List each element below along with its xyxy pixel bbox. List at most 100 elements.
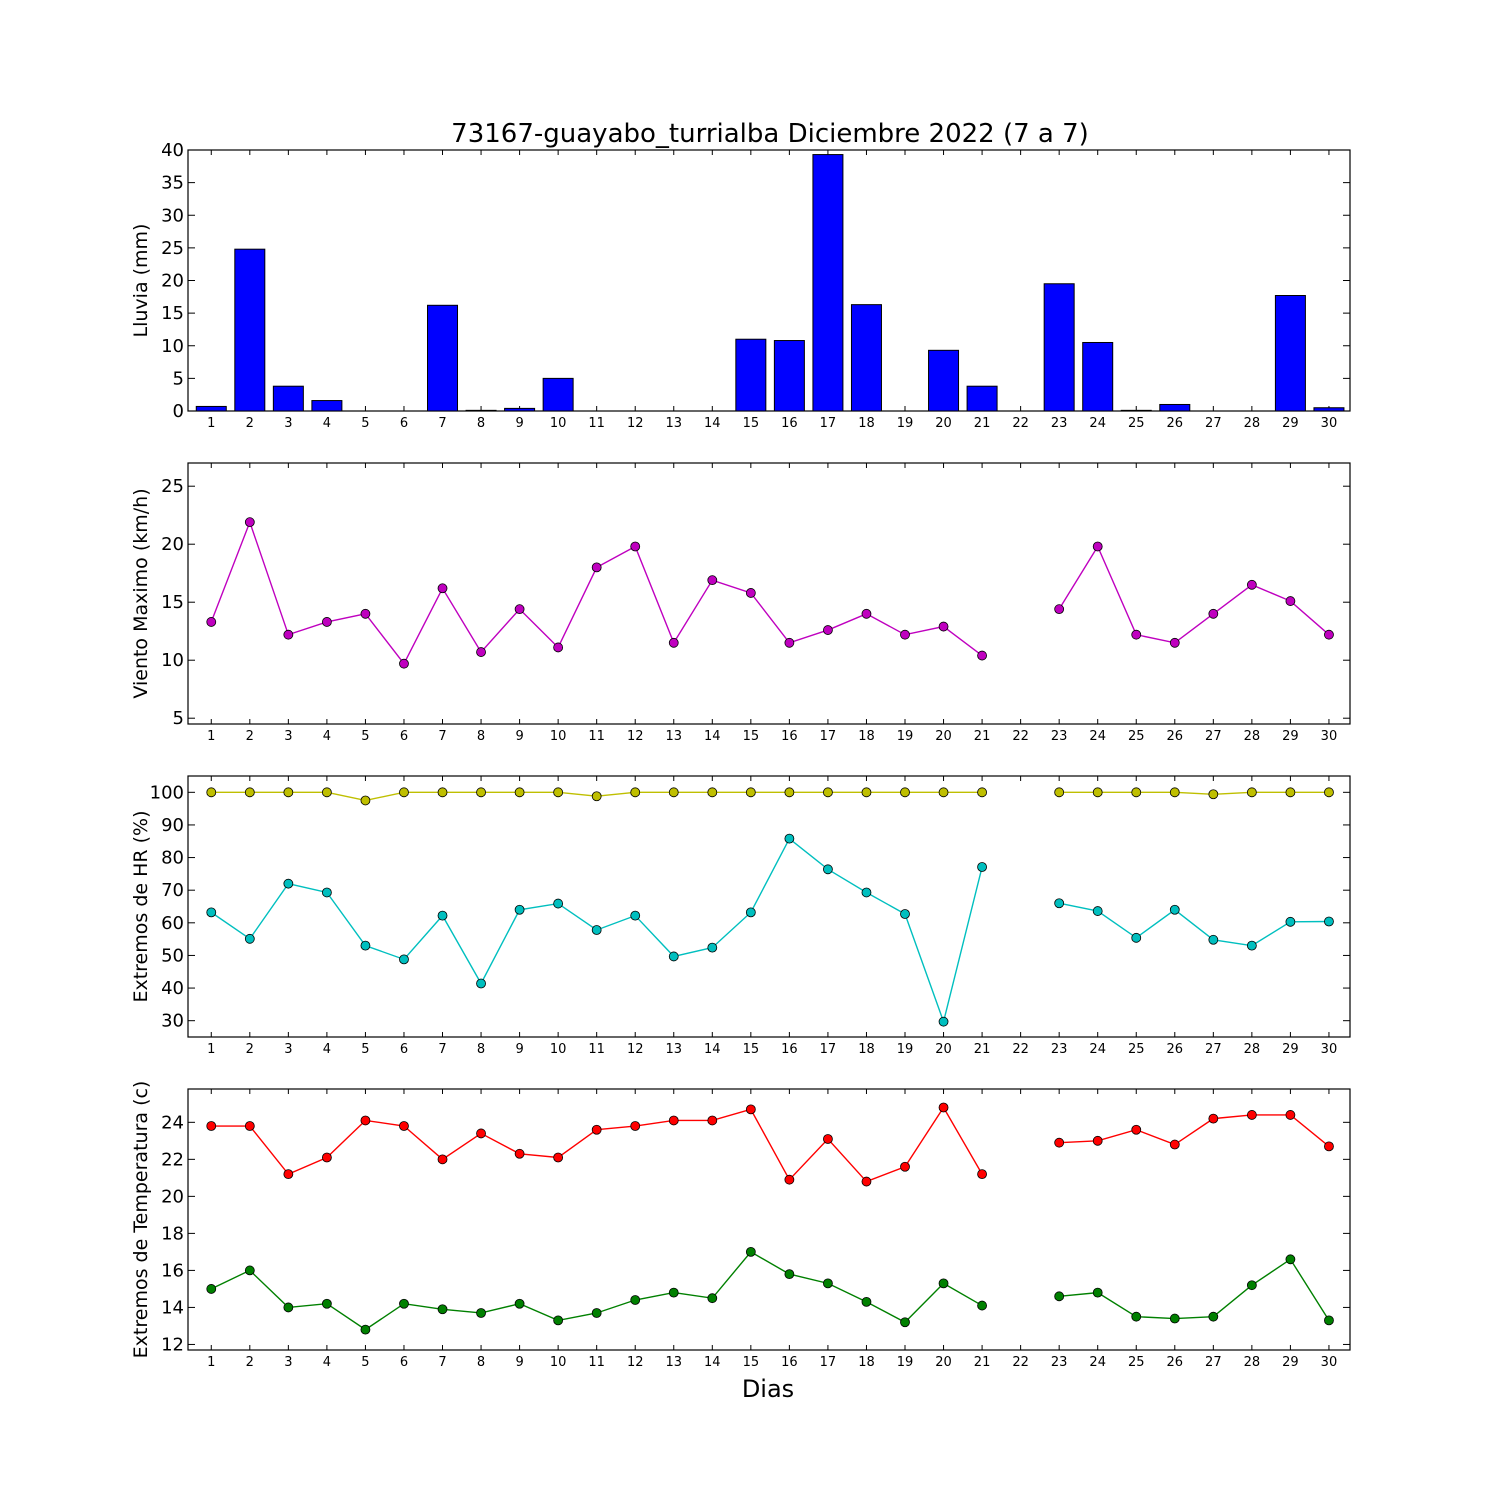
y-tick-label: 12: [161, 1334, 184, 1355]
x-tick-label: 4: [323, 1355, 331, 1370]
data-point: [823, 864, 833, 875]
data-point: [1285, 916, 1296, 927]
data-point: [399, 658, 409, 669]
data-point: [514, 1298, 525, 1309]
x-tick-label: 7: [438, 416, 446, 431]
data-point: [707, 1293, 718, 1304]
bar: [542, 377, 574, 412]
x-tick-label: 18: [858, 1042, 875, 1057]
bar: [850, 304, 882, 412]
plot-frame: [187, 462, 1351, 725]
x-tick-label: 4: [323, 729, 331, 744]
data-point: [476, 1128, 486, 1139]
y-tick-label: 30: [161, 205, 184, 226]
data-point: [823, 1278, 833, 1289]
data-point: [630, 910, 641, 921]
data-point: [745, 1246, 756, 1257]
data-point: [900, 787, 910, 798]
data-point: [591, 1124, 602, 1135]
bar: [1313, 407, 1345, 412]
bar: [735, 338, 767, 412]
data-point: [1246, 787, 1257, 798]
data-point: [476, 978, 486, 989]
x-tick-label: 9: [515, 416, 523, 431]
bar: [1274, 295, 1306, 412]
data-point: [1208, 1113, 1219, 1124]
data-point: [1324, 1141, 1334, 1152]
data-point: [206, 907, 217, 918]
x-tick-label: 3: [284, 1355, 292, 1370]
data-point: [630, 787, 641, 798]
y-tick-label: 5: [173, 708, 184, 729]
y-tick-label: 30: [161, 1011, 184, 1032]
data-point: [206, 1284, 217, 1294]
data-point: [514, 604, 525, 615]
x-tick-label: 28: [1244, 1042, 1261, 1057]
data-point: [437, 1304, 448, 1315]
x-tick-label: 13: [665, 729, 682, 744]
data-point: [360, 1324, 371, 1335]
x-tick-label: 19: [897, 729, 914, 744]
x-tick-label: 25: [1128, 1355, 1145, 1370]
data-point: [938, 1102, 949, 1113]
x-tick-label: 1: [207, 729, 215, 744]
data-point: [553, 787, 564, 798]
data-point: [861, 1176, 872, 1187]
x-tick-label: 22: [1012, 1042, 1029, 1057]
x-tick-label: 7: [438, 1355, 446, 1370]
data-point: [591, 791, 602, 802]
data-point: [321, 787, 332, 798]
x-tick-label: 7: [438, 1042, 446, 1057]
x-tick-label: 10: [550, 1355, 567, 1370]
bar: [812, 154, 844, 412]
data-point: [1054, 1137, 1065, 1148]
x-tick-label: 30: [1321, 416, 1338, 431]
y-tick-label: 25: [161, 238, 184, 259]
data-point: [360, 1115, 371, 1126]
x-tick-label: 27: [1205, 416, 1222, 431]
data-point: [1324, 916, 1334, 927]
data-point: [360, 608, 371, 619]
x-tick-label: 28: [1244, 416, 1261, 431]
data-point: [745, 907, 756, 918]
x-tick-label: 15: [743, 416, 760, 431]
x-tick-label: 10: [550, 729, 567, 744]
data-point: [399, 787, 409, 798]
x-tick-label: 3: [284, 416, 292, 431]
data-point: [283, 629, 294, 640]
x-tick-label: 11: [588, 1355, 605, 1370]
data-point: [321, 887, 332, 898]
y-tick-label: 20: [161, 1186, 184, 1207]
data-point: [1092, 906, 1103, 916]
data-point: [206, 1121, 217, 1131]
x-tick-label: 20: [935, 1042, 952, 1057]
x-tick-label: 16: [781, 729, 798, 744]
y-tick-label: 16: [161, 1260, 184, 1281]
x-tick-label: 14: [704, 1355, 721, 1370]
x-tick-label: 23: [1051, 416, 1068, 431]
x-tick-label: 22: [1012, 416, 1029, 431]
data-point: [823, 1134, 833, 1144]
data-point: [1246, 1280, 1257, 1291]
data-point: [476, 787, 486, 798]
y-tick-label: 15: [161, 303, 184, 324]
data-point: [1208, 608, 1219, 619]
data-point: [206, 787, 217, 798]
x-tick-label: 10: [550, 1042, 567, 1057]
x-tick-label: 30: [1321, 729, 1338, 744]
data-point: [1169, 787, 1180, 798]
data-point: [244, 933, 255, 944]
data-point: [1246, 940, 1257, 951]
data-point: [1169, 637, 1180, 648]
x-tick-label: 26: [1167, 729, 1184, 744]
data-point: [1285, 1110, 1296, 1120]
data-point: [1324, 629, 1334, 640]
x-tick-label: 20: [935, 729, 952, 744]
data-point: [1169, 1313, 1180, 1324]
data-point: [861, 608, 872, 619]
y-tick-label: 15: [161, 592, 184, 613]
data-point: [591, 1308, 602, 1318]
bar: [773, 340, 805, 412]
x-tick-label: 29: [1282, 1355, 1299, 1370]
